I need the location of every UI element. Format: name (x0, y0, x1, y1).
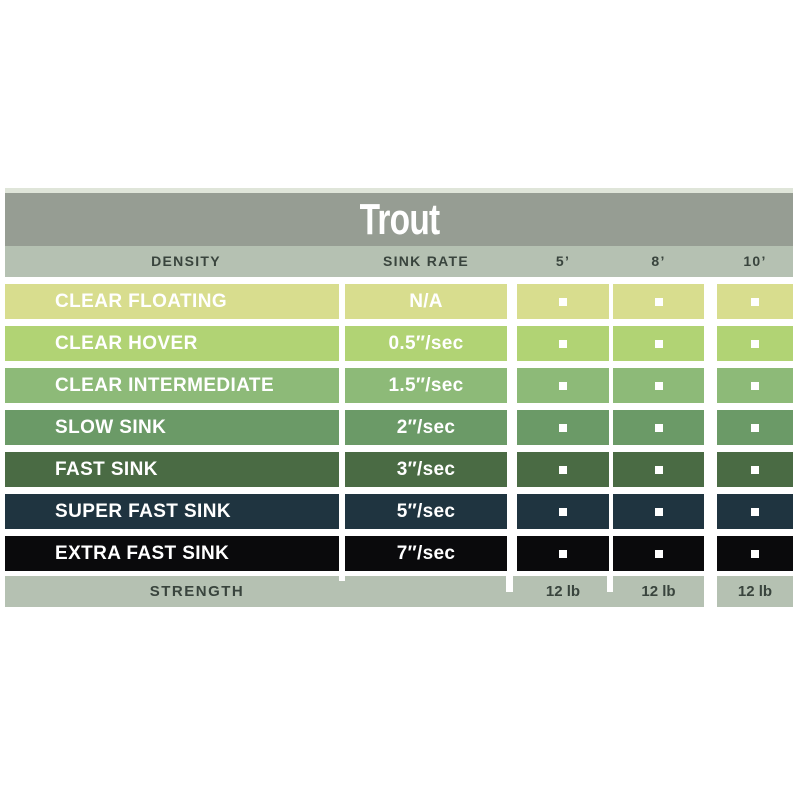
column-header-5ft: 5’ (555, 253, 571, 269)
availability-marker (654, 549, 663, 558)
availability-cell-5ft (517, 284, 609, 319)
availability-cell-8ft (613, 284, 704, 319)
availability-marker (654, 381, 663, 390)
availability-marker (559, 423, 567, 432)
strength-value-5ft: 12 lb (545, 583, 581, 600)
availability-cell-5ft (517, 452, 609, 487)
chart-title-band: Trout (5, 193, 793, 246)
availability-cell-10ft (717, 536, 793, 571)
density-label: SLOW SINK (5, 410, 339, 445)
column-header-8ft: 8’ (651, 253, 666, 269)
availability-cell-5ft (517, 368, 609, 403)
strength-band (5, 576, 704, 607)
availability-marker (559, 381, 567, 390)
strength-value-10ft: 12 lb (717, 576, 793, 607)
availability-marker (751, 297, 759, 306)
availability-marker (751, 381, 759, 390)
availability-cell-10ft (717, 494, 793, 529)
availability-cell-5ft (517, 536, 609, 571)
availability-marker (559, 297, 567, 306)
availability-cell-10ft (717, 410, 793, 445)
column-divider-notch (339, 576, 345, 581)
table-row: CLEAR HOVER 0.5″/sec (5, 326, 793, 361)
sink-rate-value: 1.5″/sec (345, 368, 507, 403)
availability-cell-8ft (613, 410, 704, 445)
availability-cell-8ft (613, 368, 704, 403)
chart-title: Trout (359, 194, 440, 244)
availability-marker (654, 339, 663, 348)
availability-cell-10ft (717, 326, 793, 361)
sink-rate-value: 3″/sec (345, 452, 507, 487)
table-row: EXTRA FAST SINK 7″/sec (5, 536, 793, 571)
column-divider-notch (506, 576, 513, 592)
strength-value-8ft: 12 lb (641, 583, 676, 600)
availability-cell-5ft (517, 326, 609, 361)
sink-rate-value: 0.5″/sec (345, 326, 507, 361)
availability-marker (751, 549, 759, 558)
column-header-row: DENSITY SINK RATE 5’ 8’ 10’ (5, 246, 793, 277)
density-label: CLEAR HOVER (5, 326, 339, 361)
availability-marker (559, 507, 567, 516)
sink-rate-value: 5″/sec (345, 494, 507, 529)
table-row: CLEAR FLOATING N/A (5, 284, 793, 319)
column-header-density: DENSITY (151, 253, 221, 269)
density-label: CLEAR INTERMEDIATE (5, 368, 339, 403)
availability-marker (654, 507, 663, 516)
availability-marker (751, 507, 759, 516)
availability-marker (751, 423, 759, 432)
table-row: SUPER FAST SINK 5″/sec (5, 494, 793, 529)
column-divider-notch (607, 576, 613, 592)
column-header-10ft: 10’ (743, 253, 767, 269)
availability-marker (654, 465, 663, 474)
availability-marker (559, 339, 567, 348)
availability-cell-8ft (613, 536, 704, 571)
availability-cell-5ft (517, 494, 609, 529)
density-label: CLEAR FLOATING (5, 284, 339, 319)
availability-cell-8ft (613, 494, 704, 529)
availability-cell-10ft (717, 368, 793, 403)
availability-marker (751, 339, 759, 348)
availability-cell-10ft (717, 452, 793, 487)
sink-rate-value: 2″/sec (345, 410, 507, 445)
sink-rate-value: 7″/sec (345, 536, 507, 571)
availability-cell-10ft (717, 284, 793, 319)
sink-rate-value: N/A (345, 284, 507, 319)
table-top-border (5, 188, 793, 193)
availability-marker (751, 465, 759, 474)
strength-label: STRENGTH (149, 583, 245, 600)
density-label: SUPER FAST SINK (5, 494, 339, 529)
availability-marker (654, 423, 663, 432)
density-label: FAST SINK (5, 452, 339, 487)
availability-cell-8ft (613, 326, 704, 361)
density-label: EXTRA FAST SINK (5, 536, 339, 571)
table-row: CLEAR INTERMEDIATE 1.5″/sec (5, 368, 793, 403)
table-row: SLOW SINK 2″/sec (5, 410, 793, 445)
availability-marker (654, 297, 663, 306)
column-header-sink-rate: SINK RATE (382, 253, 470, 269)
strength-row: STRENGTH 12 lb 12 lb 12 lb (5, 576, 793, 607)
table-row: FAST SINK 3″/sec (5, 452, 793, 487)
availability-marker (559, 465, 567, 474)
trout-sink-rate-chart: Trout DENSITY SINK RATE 5’ 8’ 10’ CLEAR … (5, 188, 793, 607)
availability-cell-5ft (517, 410, 609, 445)
availability-marker (559, 549, 567, 558)
availability-cell-8ft (613, 452, 704, 487)
